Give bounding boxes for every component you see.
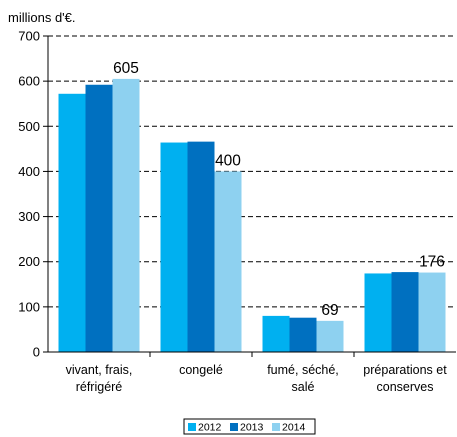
bar [316, 320, 344, 352]
legend-swatch [188, 423, 196, 431]
category-label: congelé [179, 363, 223, 377]
bar [58, 93, 86, 352]
legend-swatch [230, 423, 238, 431]
bar [262, 315, 290, 352]
bar [364, 273, 392, 352]
bar [391, 272, 419, 352]
bar [85, 84, 113, 353]
data-label: 176 [419, 254, 445, 271]
y-tick-label: 700 [18, 29, 40, 44]
bar [418, 272, 446, 352]
y-tick-label: 400 [18, 164, 40, 179]
bar [112, 78, 140, 352]
y-tick-label: 300 [18, 209, 40, 224]
bar [289, 317, 317, 352]
data-label: 69 [321, 302, 338, 319]
legend-box [183, 418, 316, 435]
legend-swatch [272, 423, 280, 431]
data-label: 400 [215, 152, 241, 169]
data-labels: 605 400 69 176 [113, 60, 445, 319]
bar [160, 142, 188, 352]
legend-label: 2012 [198, 422, 222, 434]
category-label: conserves [377, 380, 434, 394]
y-tick-label: 600 [18, 74, 40, 89]
legend-label: 2014 [282, 422, 306, 434]
bar [187, 141, 215, 352]
category-label: salé [292, 380, 315, 394]
category-label: réfrigéré [76, 380, 123, 394]
legend: 2012 2013 2014 [183, 418, 316, 435]
category-label: vivant, frais, [66, 363, 133, 377]
bar [214, 171, 242, 352]
bars [58, 78, 446, 353]
y-tick-label: 500 [18, 119, 40, 134]
data-label: 605 [113, 60, 139, 77]
axes: 0 100 200 300 400 500 600 700 vivant, frais, réfr… [18, 29, 456, 394]
y-tick-label: 0 [33, 345, 40, 360]
category-label: préparations et [363, 363, 447, 377]
category-label: fumé, séché, [267, 363, 339, 377]
y-tick-label: 100 [18, 299, 40, 314]
y-axis-unit-label: millions d'€. [8, 10, 76, 25]
y-tick-label: 200 [18, 254, 40, 269]
legend-label: 2013 [240, 422, 264, 434]
